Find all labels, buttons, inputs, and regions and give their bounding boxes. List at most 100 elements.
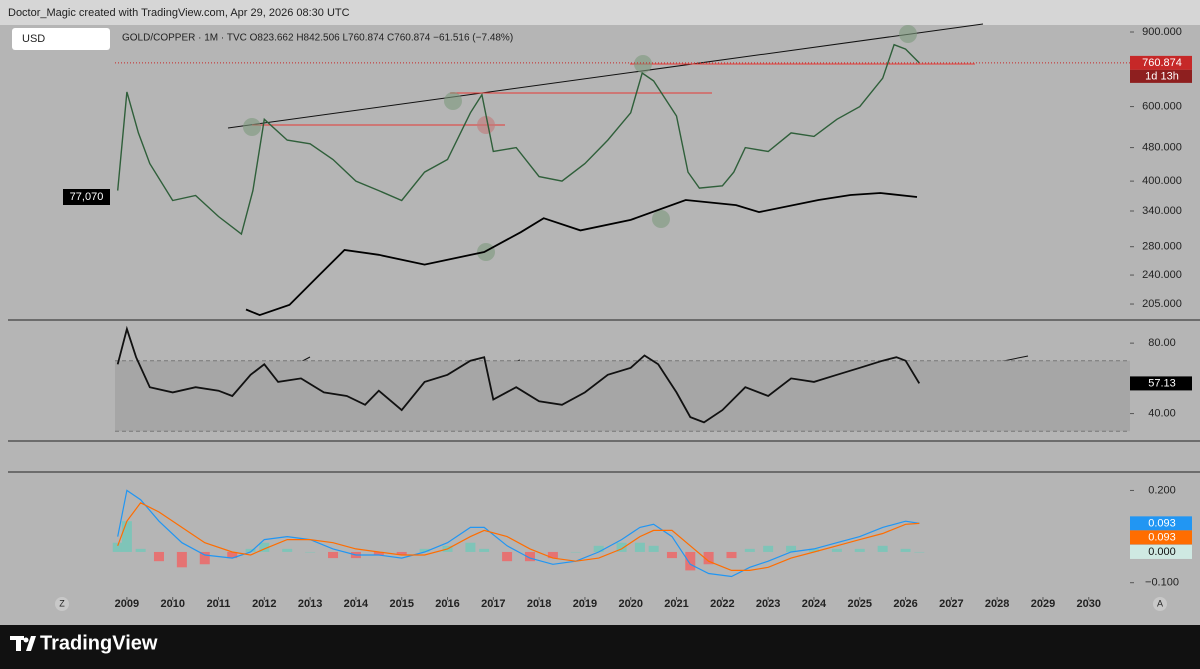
icon-part <box>16 636 21 651</box>
histogram-bar <box>419 548 430 552</box>
y-tick-label: 80.00 <box>1148 337 1176 349</box>
histogram-bar <box>547 551 558 559</box>
overlay-label-box <box>63 189 110 205</box>
y-tick-label: 0.200 <box>1148 484 1176 496</box>
auto-button[interactable] <box>1153 597 1167 611</box>
circle <box>243 118 261 136</box>
last-value-box <box>1130 516 1192 531</box>
x-tick-label: 2015 <box>389 598 413 610</box>
x-tick-label: 2018 <box>527 598 551 610</box>
histogram-bar <box>744 548 755 552</box>
last-value-label-box <box>1130 55 1192 70</box>
trendline <box>227 23 984 129</box>
histogram-bar <box>703 551 714 565</box>
histogram-bar <box>854 548 865 552</box>
currency-box[interactable] <box>12 28 110 50</box>
brand-icon <box>10 636 36 651</box>
histogram-bar <box>616 542 627 552</box>
histogram-bar <box>726 551 737 559</box>
histogram-bar <box>396 551 407 556</box>
histogram-bar <box>831 548 842 552</box>
y-tick-label: 900.000 <box>1142 26 1182 38</box>
countdown: 1d 13h <box>1145 70 1179 82</box>
histogram-bar <box>176 551 187 568</box>
histogram-bar <box>666 551 677 559</box>
x-tick-label: 2029 <box>1031 598 1055 610</box>
x-tick-label: 2014 <box>344 598 369 610</box>
rsi-band <box>115 360 1130 432</box>
zoom-label[interactable]: Z <box>59 598 65 608</box>
x-tick-label: 2013 <box>298 598 322 610</box>
x-tick-label: 2024 <box>802 598 827 610</box>
histogram-bar <box>900 548 911 552</box>
circle <box>634 55 652 73</box>
x-tick-label: 2023 <box>756 598 780 610</box>
series-line <box>116 325 921 424</box>
x-tick-label: 2009 <box>115 598 139 610</box>
y-tick-label: 340.000 <box>1142 205 1182 217</box>
histogram-bar <box>373 551 384 556</box>
footer <box>0 625 1200 669</box>
pane-separators <box>8 319 1200 473</box>
macd-line <box>117 502 920 571</box>
icon-part <box>26 636 36 651</box>
histogram-bar <box>914 551 925 553</box>
circle <box>652 210 670 228</box>
x-tick-label: 2027 <box>939 598 963 610</box>
histogram-bar <box>282 548 293 552</box>
x-tick-label: 2025 <box>848 598 872 610</box>
symbol-line: GOLD/COPPER · 1M · TVC O823.662 H842.506… <box>122 33 513 44</box>
y-tick-label: 240.000 <box>1142 269 1182 281</box>
y-tick-label: −0.100 <box>1145 577 1179 589</box>
last-value-label: 0.000 <box>1148 546 1176 558</box>
x-tick-label: 2022 <box>710 598 734 610</box>
zoom-button[interactable] <box>55 597 69 611</box>
histogram-bar <box>763 545 774 552</box>
top-strip <box>0 0 1200 25</box>
series-line <box>245 192 918 317</box>
overlay-label: 77,070 <box>70 191 104 203</box>
y-tick-label: 280.000 <box>1142 241 1182 253</box>
x-tick-label: 2020 <box>619 598 643 610</box>
x-tick-label: 2017 <box>481 598 505 610</box>
histogram-bar <box>135 548 146 552</box>
last-value-label: 0.093 <box>1148 531 1176 543</box>
histogram-bar <box>112 542 123 552</box>
histogram-bar <box>479 548 490 552</box>
x-tick-label: 2010 <box>160 598 184 610</box>
y-tick-label: 480.000 <box>1142 142 1182 154</box>
icon-part <box>23 637 29 643</box>
brand: TradingView <box>40 632 158 654</box>
auto-label[interactable]: A <box>1157 598 1163 608</box>
x-tick-label: 2011 <box>207 598 231 610</box>
histogram-bar <box>153 551 164 562</box>
histogram-bar <box>328 551 339 559</box>
last-value-label-box <box>1130 376 1192 391</box>
x-tick-label: 2019 <box>573 598 597 610</box>
currency[interactable]: USD <box>22 33 45 45</box>
x-tick-label: 2028 <box>985 598 1009 610</box>
x-tick-label: 2021 <box>664 598 688 610</box>
histogram-bar <box>199 551 210 565</box>
countdown-box <box>1130 69 1192 83</box>
circle <box>477 116 495 134</box>
last-value-box <box>1130 530 1192 545</box>
histogram-bar <box>305 551 316 553</box>
histogram-bar <box>808 548 819 552</box>
credit: Doctor_Magic created with TradingView.co… <box>8 7 350 19</box>
last-value-label: 0.093 <box>1148 517 1176 529</box>
histogram-bar <box>634 542 645 552</box>
histogram-bar <box>648 545 659 552</box>
histogram-bar <box>227 551 238 559</box>
histogram-bar <box>245 548 256 552</box>
x-tick-label: 2026 <box>893 598 917 610</box>
histogram-bar <box>593 545 604 552</box>
y-tick-label: 40.00 <box>1148 407 1176 419</box>
y-tick-label: 600.000 <box>1142 100 1182 112</box>
last-value-label: 57.13 <box>1148 377 1176 389</box>
x-tick-label: 2030 <box>1077 598 1101 610</box>
histogram-bar <box>502 551 513 562</box>
histogram-bar <box>465 542 476 552</box>
x-tick-label: 2016 <box>435 598 459 610</box>
